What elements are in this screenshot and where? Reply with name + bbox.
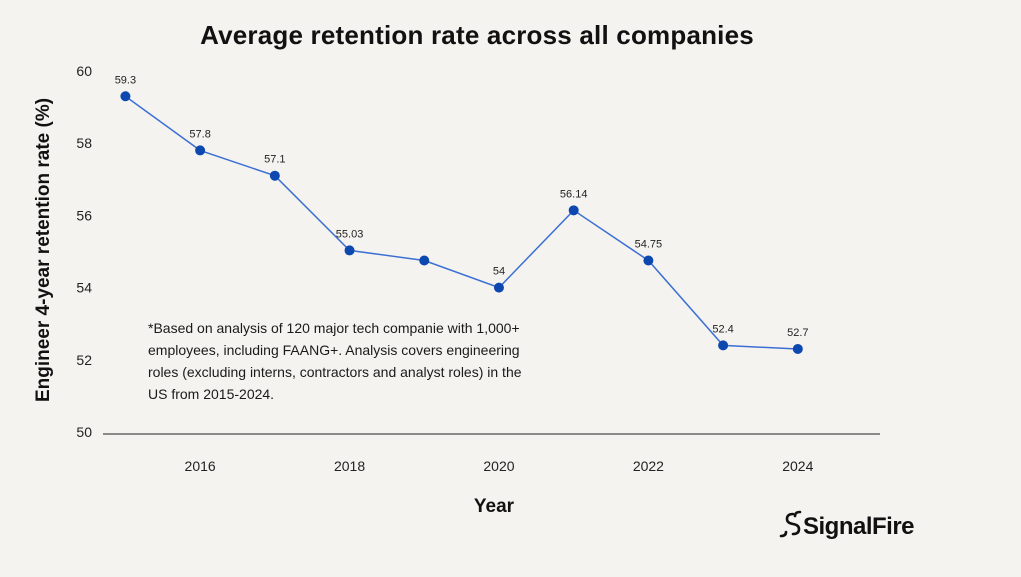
y-tick-label: 54 bbox=[76, 280, 92, 296]
footnote-line-3: roles (excluding interns, contractors an… bbox=[148, 364, 522, 380]
data-label-2015: 59.3 bbox=[115, 74, 136, 86]
x-tick-label: 2024 bbox=[782, 458, 813, 474]
y-tick-labels: 50 52 54 56 58 60 bbox=[76, 63, 92, 440]
y-axis-title: Engineer 4-year retention rate (%) bbox=[33, 98, 54, 402]
data-label-2016: 57.8 bbox=[189, 128, 210, 140]
data-point-2021 bbox=[568, 205, 579, 216]
x-tick-labels: 2016 2018 2020 2022 2024 bbox=[185, 458, 814, 474]
footnote-line-2: employees, including FAANG+. Analysis co… bbox=[148, 342, 520, 358]
data-point-2017 bbox=[269, 170, 280, 181]
data-label-2018: 55.03 bbox=[336, 228, 364, 240]
series-line bbox=[124, 95, 798, 350]
data-label-2022: 54.75 bbox=[635, 239, 663, 251]
data-label-2023: 52.4 bbox=[712, 323, 733, 335]
x-axis-title: Year bbox=[474, 496, 515, 517]
data-point-2024 bbox=[792, 343, 803, 354]
y-tick-label: 50 bbox=[76, 424, 92, 440]
footnote-line-4: US from 2015-2024. bbox=[148, 386, 274, 402]
y-tick-label: 56 bbox=[76, 207, 92, 223]
x-tick-label: 2020 bbox=[483, 458, 514, 474]
y-tick-label: 52 bbox=[76, 352, 92, 368]
x-tick-label: 2016 bbox=[185, 458, 216, 474]
data-points bbox=[120, 91, 803, 354]
data-point-2020 bbox=[493, 282, 504, 293]
footnote: *Based on analysis of 120 major tech com… bbox=[148, 320, 522, 402]
data-label-2020: 54 bbox=[493, 266, 505, 278]
data-point-2019 bbox=[419, 255, 430, 266]
x-tick-label: 2018 bbox=[334, 458, 365, 474]
signalfire-logo: SignalFire bbox=[779, 510, 915, 540]
y-tick-label: 60 bbox=[76, 63, 92, 79]
y-tick-label: 58 bbox=[76, 135, 92, 151]
data-label-2021: 56.14 bbox=[560, 188, 588, 200]
data-point-2016 bbox=[195, 145, 206, 156]
data-labels: 59.3 57.8 57.1 55.03 54 56.14 54.75 52.4 52.7 bbox=[115, 74, 809, 339]
signalfire-logo-mark bbox=[779, 510, 802, 538]
signalfire-logo-text: SignalFire bbox=[803, 513, 914, 540]
footnote-line-1: *Based on analysis of 120 major tech com… bbox=[148, 320, 520, 336]
data-point-2015 bbox=[120, 91, 131, 102]
data-label-2024: 52.7 bbox=[787, 327, 808, 339]
data-point-2022 bbox=[643, 255, 654, 266]
x-tick-label: 2022 bbox=[633, 458, 664, 474]
data-point-2023 bbox=[718, 340, 729, 351]
data-point-2018 bbox=[344, 245, 355, 256]
chart-title: Average retention rate across all compan… bbox=[200, 20, 754, 50]
data-label-2017: 57.1 bbox=[264, 154, 285, 166]
